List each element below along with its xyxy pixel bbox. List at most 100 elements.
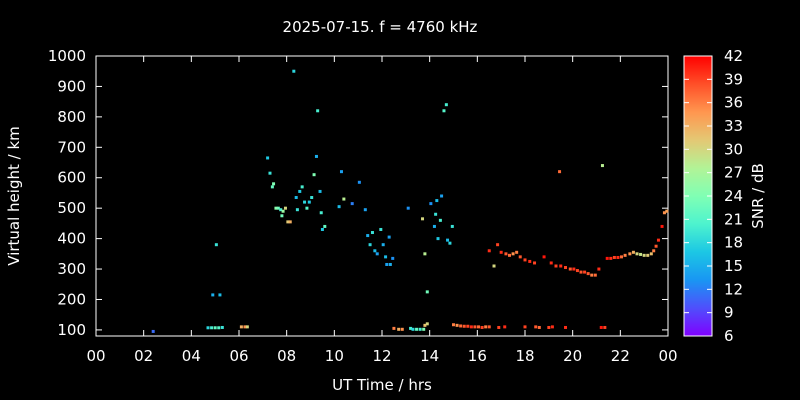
colorbar-cell xyxy=(684,108,712,110)
data-point xyxy=(605,256,609,260)
colorbar-cell xyxy=(684,180,712,182)
colorbar-cell xyxy=(684,273,712,275)
colorbar-cell xyxy=(684,309,712,311)
colorbar-cell xyxy=(684,61,712,63)
colorbar-cell xyxy=(684,68,712,70)
x-tick-label: 10 xyxy=(325,347,344,365)
colorbar-cell xyxy=(684,170,712,172)
colorbar-cell xyxy=(684,304,712,306)
colorbar-cell xyxy=(684,212,712,214)
colorbar-cell xyxy=(684,221,712,223)
colorbar-cell xyxy=(684,107,712,109)
colorbar-cell xyxy=(684,70,712,72)
colorbar-cell xyxy=(684,225,712,227)
data-points xyxy=(151,69,669,333)
colorbar-cell xyxy=(684,279,712,281)
colorbar-cell xyxy=(684,296,712,298)
colorbar-cell xyxy=(684,83,712,85)
colorbar-cell xyxy=(684,78,712,80)
colorbar-cell xyxy=(684,192,712,194)
colorbar-cell xyxy=(684,139,712,141)
colorbar-cell xyxy=(684,67,712,69)
colorbar-cell xyxy=(684,147,712,149)
colorbar-cell xyxy=(684,71,712,73)
colorbar-cell xyxy=(684,217,712,219)
colorbar-cell xyxy=(684,261,712,263)
colorbar-cell xyxy=(684,312,712,314)
colorbar-cell xyxy=(684,332,712,334)
colorbar-cell xyxy=(684,87,712,89)
colorbar-cell xyxy=(684,291,712,293)
colorbar-cell xyxy=(684,234,712,236)
colorbar-cell xyxy=(684,126,712,128)
data-point xyxy=(217,326,221,330)
colorbar-cell xyxy=(684,282,712,284)
colorbar-cell xyxy=(684,195,712,197)
data-point xyxy=(268,171,272,175)
colorbar-cell xyxy=(684,300,712,302)
colorbar-cell xyxy=(684,85,712,87)
colorbar-cell xyxy=(684,317,712,319)
colorbar-cell xyxy=(684,150,712,152)
colorbar-cell xyxy=(684,73,712,75)
data-point xyxy=(593,273,597,277)
data-point xyxy=(564,266,568,270)
data-point xyxy=(554,264,558,268)
data-point xyxy=(339,170,343,174)
colorbar-cell xyxy=(684,286,712,288)
colorbar-cell xyxy=(684,122,712,124)
colorbar-cell xyxy=(684,184,712,186)
data-point xyxy=(435,199,439,203)
colorbar-cell xyxy=(684,187,712,189)
colorbar-gradient xyxy=(684,56,712,337)
data-point xyxy=(379,227,383,231)
data-point xyxy=(423,252,427,256)
x-tick-label: 22 xyxy=(611,347,630,365)
colorbar-cell xyxy=(684,64,712,66)
colorbar-cell xyxy=(684,201,712,203)
colorbar-cell xyxy=(684,305,712,307)
colorbar-cell xyxy=(684,199,712,201)
data-point xyxy=(484,325,488,329)
colorbar-cell xyxy=(684,57,712,59)
colorbar-cell xyxy=(684,93,712,95)
data-point xyxy=(542,255,546,259)
colorbar-cell xyxy=(684,227,712,229)
data-point xyxy=(631,250,635,254)
colorbar-cell xyxy=(684,136,712,138)
data-point xyxy=(245,325,249,329)
colorbar-cell xyxy=(684,329,712,331)
data-point xyxy=(466,324,470,328)
colorbar-cell xyxy=(684,230,712,232)
data-point xyxy=(660,224,664,228)
colorbar-cell xyxy=(684,284,712,286)
data-point xyxy=(429,202,433,206)
data-point xyxy=(300,185,304,189)
colorbar-tick-label: 9 xyxy=(724,304,734,322)
colorbar-cell xyxy=(684,275,712,277)
data-point xyxy=(450,224,454,228)
colorbar-cell xyxy=(684,56,712,58)
colorbar-cell xyxy=(684,257,712,259)
colorbar-cell xyxy=(684,72,712,74)
data-point xyxy=(528,259,532,263)
colorbar-cell xyxy=(684,156,712,158)
colorbar-cell xyxy=(684,219,712,221)
data-point xyxy=(603,325,607,329)
colorbar-cell xyxy=(684,98,712,100)
colorbar-cell xyxy=(684,283,712,285)
colorbar-cell xyxy=(684,310,712,312)
colorbar-cell xyxy=(684,248,712,250)
colorbar-cell xyxy=(684,186,712,188)
colorbar-cell xyxy=(684,157,712,159)
colorbar-cell xyxy=(684,208,712,210)
data-point xyxy=(452,323,455,327)
data-point xyxy=(310,196,314,200)
data-point xyxy=(425,322,429,326)
data-point xyxy=(411,327,415,331)
colorbar-tick-label: 21 xyxy=(724,210,743,228)
colorbar-cell xyxy=(684,133,712,135)
colorbar-cell xyxy=(684,191,712,193)
colorbar-cell xyxy=(684,75,712,77)
